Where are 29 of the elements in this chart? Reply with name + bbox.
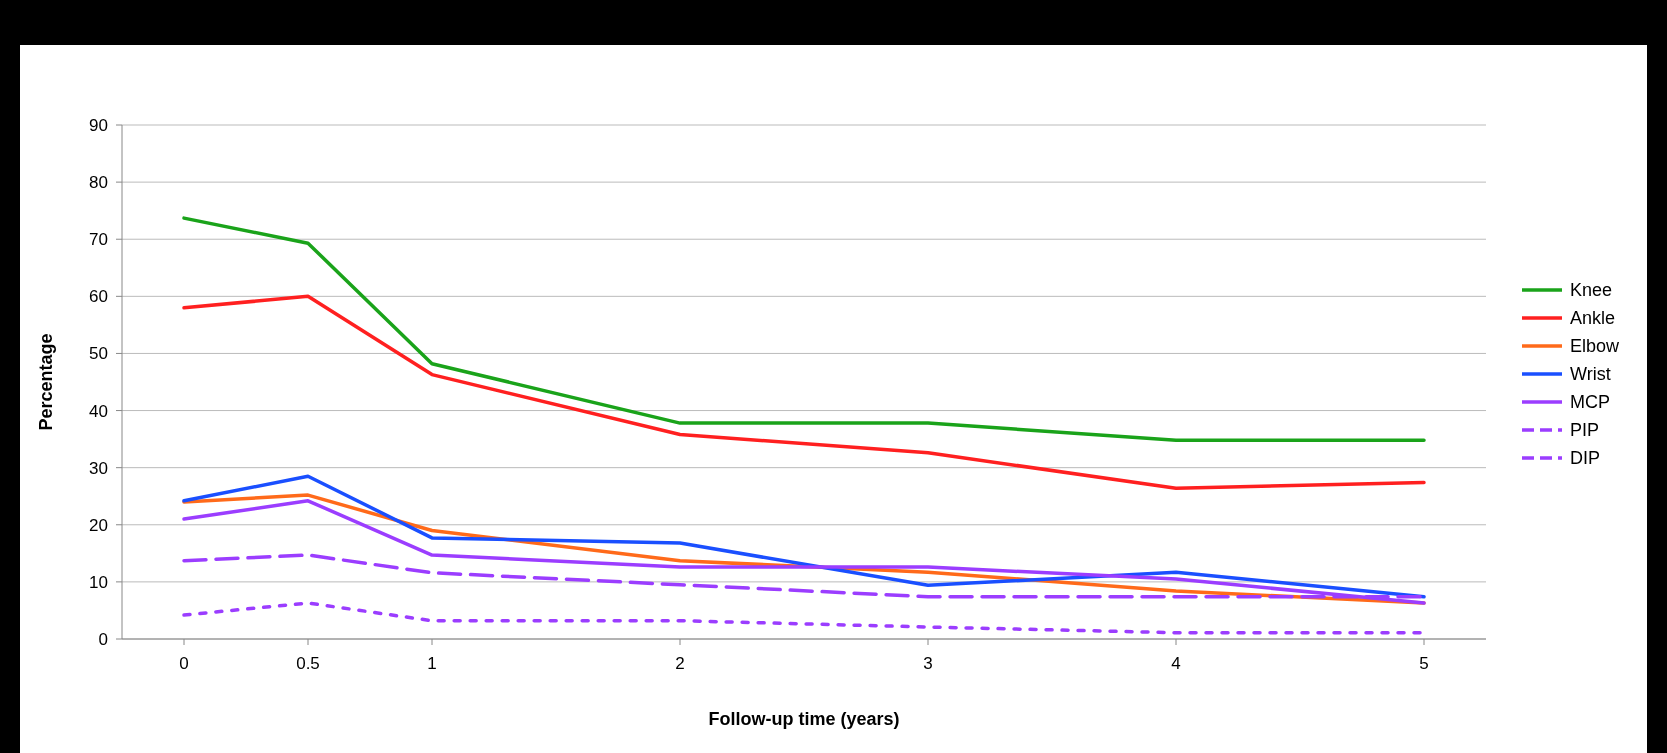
y-tick-label: 20 xyxy=(89,515,108,535)
x-tick-label: 2 xyxy=(675,654,685,673)
legend-label: DIP xyxy=(1570,448,1601,469)
y-tick-label: 60 xyxy=(89,287,108,307)
y-axis-title: Percentage xyxy=(36,333,56,431)
x-tick-label: 1 xyxy=(427,654,437,673)
x-axis-title: Follow-up time (years) xyxy=(708,709,900,729)
legend-label: Elbow xyxy=(1570,336,1621,357)
legend-label: PIP xyxy=(1570,420,1600,441)
line-series xyxy=(182,294,1426,490)
y-tick-label: 0 xyxy=(98,629,108,649)
y-tick-label: 80 xyxy=(89,173,108,193)
y-tick-label: 40 xyxy=(89,401,108,421)
x-tick-label: 0.5 xyxy=(296,654,320,673)
y-tick-label: 10 xyxy=(89,572,108,592)
x-tick-label: 3 xyxy=(923,654,933,673)
x-tick-label: 0 xyxy=(179,654,189,673)
y-tick-label: 70 xyxy=(89,230,108,250)
legend-label: Ankle xyxy=(1570,308,1616,329)
x-tick-label: 5 xyxy=(1419,654,1429,673)
legend-label: Knee xyxy=(1570,280,1613,301)
x-tick-label: 4 xyxy=(1171,654,1181,673)
y-tick-label: 50 xyxy=(89,344,108,364)
y-tick-label: 30 xyxy=(89,458,108,478)
legend-label: Wrist xyxy=(1570,364,1611,385)
y-tick-label: 90 xyxy=(89,115,108,135)
line-series xyxy=(182,474,1426,599)
line-series xyxy=(182,216,1426,442)
legend-label: MCP xyxy=(1570,392,1610,413)
